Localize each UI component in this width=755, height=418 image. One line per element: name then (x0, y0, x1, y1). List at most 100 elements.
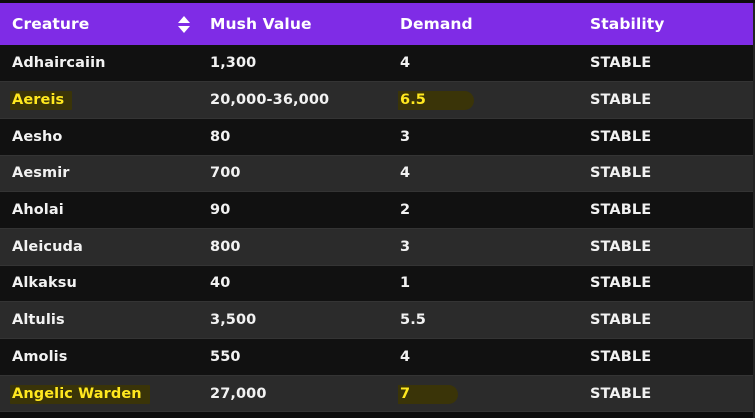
creature-name: Adhaircaiin (12, 55, 106, 72)
table-row[interactable]: Aereis 20,000-36,000 6.5 STABLE (0, 81, 755, 119)
demand-value: 4 (400, 165, 411, 182)
right-edge-border (753, 3, 755, 418)
table-row[interactable]: Aesmir 700 4 STABLE (0, 155, 755, 192)
cell-stability: STABLE (578, 155, 755, 192)
mush-value: 550 (210, 348, 241, 365)
demand-value: 4 (400, 348, 411, 365)
mush-value: 90 (210, 202, 231, 219)
cell-stability: STABLE (578, 302, 755, 339)
stability-badge: STABLE (590, 165, 652, 182)
mush-value: 27,000 (210, 385, 267, 402)
table-row[interactable]: Aholai 90 2 STABLE (0, 191, 755, 229)
stability-badge: STABLE (590, 128, 652, 145)
cell-stability: STABLE (578, 82, 755, 119)
cell-demand: 6.5 (388, 82, 578, 119)
cell-stability: STABLE (578, 375, 755, 412)
cell-creature: Aleicuda (0, 228, 198, 265)
creature-mush-value-table: Creature Mush Value Demand Stability (0, 3, 755, 412)
column-header-demand-label: Demand (400, 15, 473, 33)
cell-mush-value: 80 (198, 118, 388, 155)
mush-value: 700 (210, 165, 241, 182)
table-header: Creature Mush Value Demand Stability (0, 3, 755, 45)
column-header-creature[interactable]: Creature (0, 3, 198, 45)
stability-badge: STABLE (590, 92, 652, 109)
cell-creature: Aesmir (0, 155, 198, 192)
column-header-mush-value-label: Mush Value (210, 15, 312, 33)
cell-mush-value: 700 (198, 155, 388, 192)
column-header-stability[interactable]: Stability (578, 3, 755, 45)
cell-stability: STABLE (578, 45, 755, 82)
stability-badge: STABLE (590, 275, 652, 292)
cell-demand: 4 (388, 339, 578, 376)
creature-name: Alkaksu (12, 275, 77, 292)
cell-demand: 1 (388, 265, 578, 302)
cell-mush-value: 1,300 (198, 45, 388, 82)
cell-creature: Aholai (0, 192, 198, 229)
cell-stability: STABLE (578, 265, 755, 302)
cell-stability: STABLE (578, 118, 755, 155)
creature-name: Aleicuda (12, 238, 83, 255)
cell-creature: Aesho (0, 118, 198, 155)
mush-value: 3,500 (210, 312, 257, 329)
mush-value: 40 (210, 275, 231, 292)
column-header-creature-label: Creature (12, 15, 90, 33)
cell-stability: STABLE (578, 228, 755, 265)
table-row[interactable]: Amolis 550 4 STABLE (0, 338, 755, 376)
sort-updown-icon[interactable] (178, 15, 190, 33)
table-header-row: Creature Mush Value Demand Stability (0, 3, 755, 45)
cell-creature: Angelic Warden (0, 375, 198, 412)
table-body: Adhaircaiin 1,300 4 STABLE Aereis 20,000-36,0… (0, 45, 755, 412)
stability-badge: STABLE (590, 312, 652, 329)
stability-badge: STABLE (590, 238, 652, 255)
demand-value: 6.5 (398, 91, 474, 111)
cell-mush-value: 20,000-36,000 (198, 82, 388, 119)
stability-badge: STABLE (590, 55, 652, 72)
creature-name: Aereis (10, 91, 73, 111)
mush-value: 1,300 (210, 55, 257, 72)
cell-mush-value: 3,500 (198, 302, 388, 339)
column-header-mush-value[interactable]: Mush Value (198, 3, 388, 45)
table-row[interactable]: Aesho 80 3 STABLE (0, 118, 755, 156)
cell-mush-value: 800 (198, 228, 388, 265)
creature-name: Altulis (12, 312, 65, 329)
demand-value: 3 (400, 238, 411, 255)
cell-mush-value: 90 (198, 192, 388, 229)
mush-value: 80 (210, 128, 231, 145)
table-row[interactable]: Altulis 3,500 5.5 STABLE (0, 301, 755, 339)
creature-name: Aesho (12, 128, 63, 145)
top-edge-strip (0, 0, 755, 3)
cell-mush-value: 27,000 (198, 375, 388, 412)
demand-value: 4 (400, 55, 411, 72)
cell-creature: Adhaircaiin (0, 45, 198, 82)
cell-creature: Alkaksu (0, 265, 198, 302)
mush-value: 800 (210, 238, 241, 255)
cell-demand: 3 (388, 118, 578, 155)
cell-mush-value: 40 (198, 265, 388, 302)
stability-badge: STABLE (590, 348, 652, 365)
stability-badge: STABLE (590, 385, 652, 402)
cell-demand: 4 (388, 155, 578, 192)
cell-stability: STABLE (578, 339, 755, 376)
cell-demand: 2 (388, 192, 578, 229)
demand-value: 3 (400, 128, 411, 145)
table-row[interactable]: Adhaircaiin 1,300 4 STABLE (0, 45, 755, 82)
cell-demand: 3 (388, 228, 578, 265)
stability-badge: STABLE (590, 202, 652, 219)
cell-creature: Altulis (0, 302, 198, 339)
demand-value: 2 (400, 202, 411, 219)
cell-creature: Amolis (0, 339, 198, 376)
demand-value: 7 (398, 384, 459, 404)
table-row[interactable]: Alkaksu 40 1 STABLE (0, 265, 755, 302)
creature-name: Angelic Warden (10, 384, 150, 404)
column-header-stability-label: Stability (590, 15, 665, 33)
cell-demand: 7 (388, 375, 578, 412)
creature-name: Aholai (12, 202, 64, 219)
cell-mush-value: 550 (198, 339, 388, 376)
creature-name: Amolis (12, 348, 68, 365)
cell-demand: 4 (388, 45, 578, 82)
column-header-demand[interactable]: Demand (388, 3, 578, 45)
cell-creature: Aereis (0, 82, 198, 119)
table-row[interactable]: Aleicuda 800 3 STABLE (0, 228, 755, 266)
table-row[interactable]: Angelic Warden 27,000 7 STABLE (0, 375, 755, 412)
demand-value: 1 (400, 275, 411, 292)
